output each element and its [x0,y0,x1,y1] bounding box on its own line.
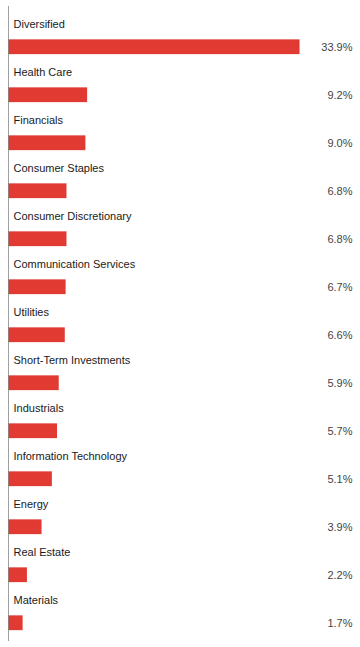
svg-text:9.0%: 9.0% [327,137,352,149]
svg-text:6.6%: 6.6% [327,329,352,341]
svg-text:6.7%: 6.7% [327,281,352,293]
svg-text:2.2%: 2.2% [327,569,352,581]
svg-text:3.9%: 3.9% [327,521,352,533]
svg-text:Consumer Staples: Consumer Staples [14,162,105,174]
svg-text:Short-Term Investments: Short-Term Investments [14,354,131,366]
svg-text:Information Technology: Information Technology [14,450,128,462]
svg-text:5.1%: 5.1% [327,473,352,485]
svg-text:Energy: Energy [14,498,49,510]
svg-text:Communication Services: Communication Services [14,258,136,270]
svg-text:6.8%: 6.8% [327,233,352,245]
svg-text:Diversified: Diversified [14,18,65,30]
svg-text:5.9%: 5.9% [327,377,352,389]
svg-text:33.9%: 33.9% [321,41,352,53]
svg-text:5.7%: 5.7% [327,425,352,437]
svg-text:Utilities: Utilities [14,306,50,318]
svg-text:Financials: Financials [14,114,64,126]
svg-text:Real Estate: Real Estate [14,546,71,558]
svg-text:6.8%: 6.8% [327,185,352,197]
svg-text:Materials: Materials [14,594,59,606]
svg-text:Consumer Discretionary: Consumer Discretionary [14,210,132,222]
svg-text:9.2%: 9.2% [327,89,352,101]
svg-text:Health Care: Health Care [14,66,73,78]
svg-text:1.7%: 1.7% [327,617,352,629]
svg-text:Industrials: Industrials [14,402,65,414]
